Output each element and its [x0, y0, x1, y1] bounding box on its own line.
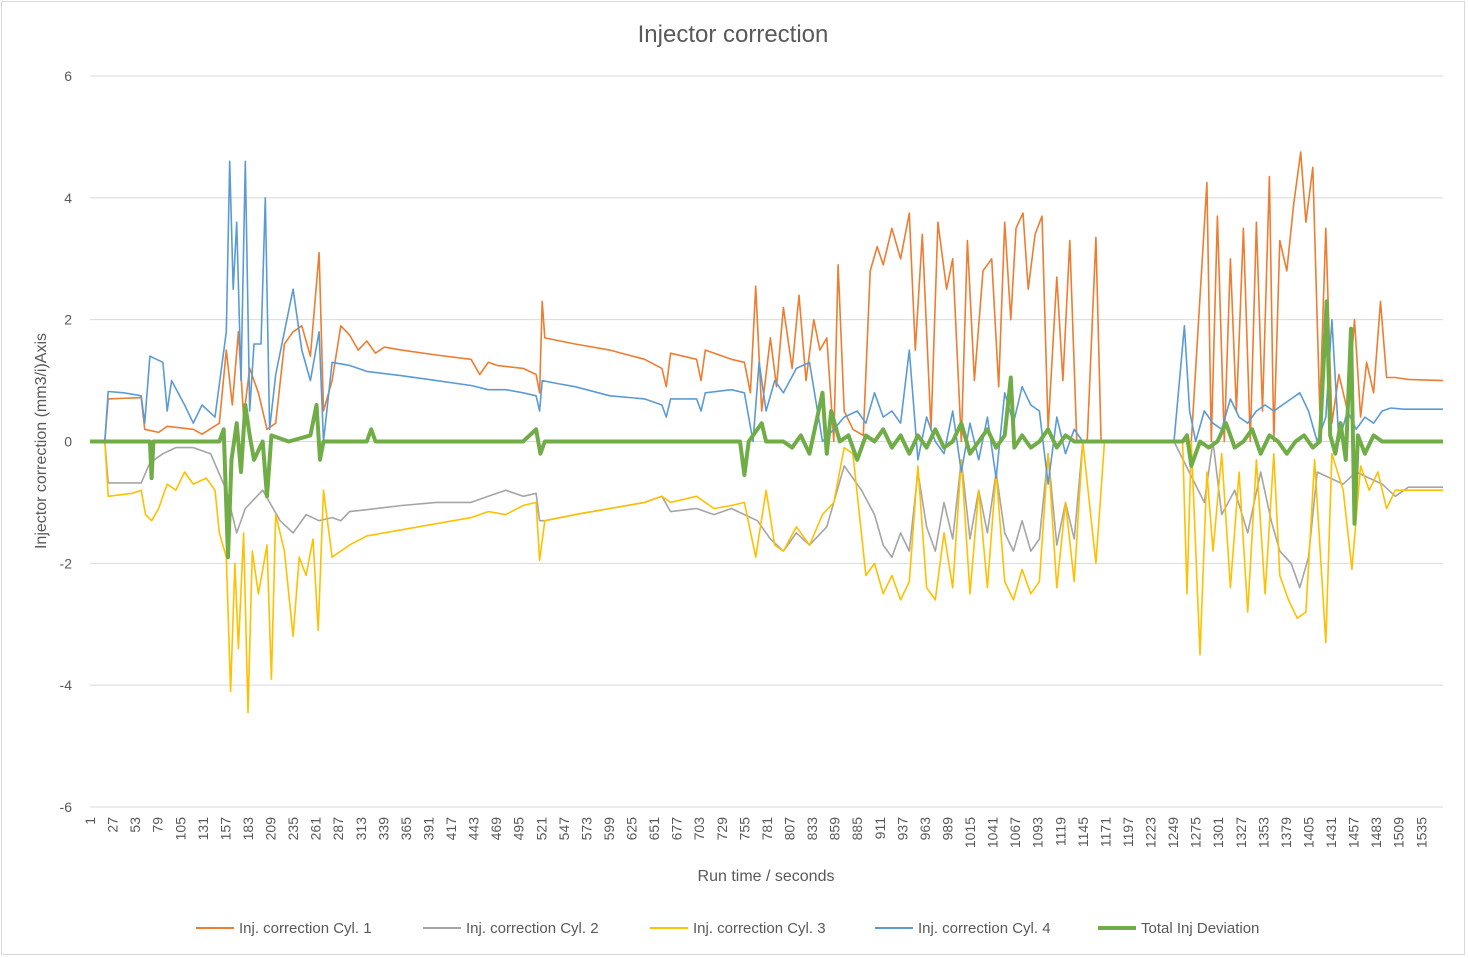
- x-tick-label: 521: [533, 817, 549, 841]
- x-tick-label: 1093: [1030, 817, 1046, 848]
- x-tick-label: 911: [872, 817, 888, 840]
- x-tick-label: 235: [285, 817, 301, 841]
- legend: Inj. correction Cyl. 1 Inj. correction Cy…: [196, 920, 1259, 937]
- legend-label: Inj. correction Cyl. 3: [693, 920, 826, 937]
- x-tick-label: 417: [443, 817, 459, 841]
- series-line: [90, 151, 1444, 443]
- x-tick-label: 651: [646, 817, 662, 841]
- x-tick-label: 755: [736, 817, 752, 841]
- x-tick-label: 131: [195, 817, 211, 841]
- y-tick-label: 6: [64, 68, 72, 84]
- x-tick-label: 1015: [962, 817, 978, 848]
- x-tick-label: 1: [82, 817, 98, 825]
- x-tick-label: 1145: [1075, 817, 1091, 847]
- legend-label: Inj. correction Cyl. 1: [239, 920, 372, 937]
- x-tick-label: 1301: [1210, 817, 1226, 848]
- x-tick-label: 495: [511, 817, 527, 841]
- x-tick-label: 1535: [1413, 817, 1429, 848]
- series-line: [90, 299, 1443, 560]
- x-tick-label: 1223: [1143, 817, 1159, 848]
- y-tick-label: 2: [64, 312, 72, 328]
- x-tick-label: 287: [330, 817, 346, 841]
- x-tick-label: 469: [488, 817, 504, 841]
- chart-title: Injector correction: [638, 21, 829, 48]
- x-tick-label: 1275: [1188, 817, 1204, 848]
- x-tick-label: 963: [917, 817, 933, 841]
- legend-label: Total Inj Deviation: [1141, 920, 1259, 937]
- x-tick-label: 937: [894, 817, 910, 841]
- x-axis-ticks: 1 27 53 79 105 131 157 183 209 235 261 287 313 339 365…: [82, 817, 1429, 848]
- legend-label: Inj. correction Cyl. 2: [466, 920, 599, 937]
- x-tick-label: 547: [556, 817, 572, 841]
- x-tick-label: 1509: [1391, 817, 1407, 848]
- x-tick-label: 1379: [1278, 817, 1294, 848]
- x-tick-label: 391: [420, 817, 436, 841]
- series-line: [90, 160, 1443, 485]
- x-tick-label: 1431: [1323, 817, 1339, 848]
- x-tick-label: 1171: [1097, 817, 1113, 847]
- x-tick-label: 53: [127, 817, 143, 833]
- series-line: [90, 440, 1443, 714]
- x-tick-label: 157: [217, 817, 233, 841]
- x-tick-label: 1249: [1165, 817, 1181, 848]
- x-tick-label: 79: [150, 817, 166, 833]
- x-tick-label: 989: [939, 817, 955, 841]
- y-tick-label: 4: [64, 190, 72, 206]
- x-tick-label: 573: [578, 817, 594, 841]
- x-tick-label: 1483: [1368, 817, 1384, 848]
- x-tick-label: 833: [804, 817, 820, 841]
- x-tick-label: 313: [353, 817, 369, 841]
- x-tick-label: 1405: [1300, 817, 1316, 848]
- y-tick-label: -2: [60, 555, 73, 571]
- x-tick-label: 183: [240, 817, 256, 841]
- x-tick-label: 443: [466, 817, 482, 841]
- y-tick-label: -6: [60, 799, 73, 815]
- x-tick-label: 1119: [1052, 817, 1068, 846]
- series-line: [90, 440, 1443, 589]
- x-tick-label: 1197: [1120, 817, 1136, 847]
- y-axis-title: Injector correction (mm3/i)Axis: [33, 333, 50, 549]
- x-tick-label: 1041: [985, 817, 1001, 848]
- x-axis-title: Run time / seconds: [698, 868, 835, 885]
- x-tick-label: 209: [263, 817, 279, 841]
- x-tick-label: 625: [624, 817, 640, 841]
- y-tick-label: -4: [60, 677, 73, 693]
- x-tick-label: 339: [375, 817, 391, 841]
- legend-label: Inj. correction Cyl. 4: [918, 920, 1051, 937]
- y-tick-label: 0: [64, 434, 72, 450]
- gridlines: [90, 75, 1443, 808]
- x-tick-label: 781: [759, 817, 775, 841]
- x-tick-label: 1067: [1007, 817, 1023, 848]
- x-tick-label: 729: [714, 817, 730, 841]
- x-tick-label: 859: [827, 817, 843, 841]
- x-tick-label: 1353: [1255, 817, 1271, 848]
- x-tick-label: 105: [172, 817, 188, 841]
- x-tick-label: 261: [308, 817, 324, 841]
- series-lines: [90, 151, 1444, 714]
- x-tick-label: 1457: [1346, 817, 1362, 848]
- x-tick-label: 365: [398, 817, 414, 841]
- y-axis-ticks: 6 4 2 0 -2 -4 -6: [60, 68, 73, 815]
- x-tick-label: 885: [849, 817, 865, 841]
- x-tick-label: 703: [691, 817, 707, 841]
- x-tick-label: 807: [781, 817, 797, 841]
- x-tick-label: 1327: [1233, 817, 1249, 848]
- x-tick-label: 27: [105, 817, 121, 833]
- x-tick-label: 599: [601, 817, 617, 841]
- x-tick-label: 677: [669, 817, 685, 841]
